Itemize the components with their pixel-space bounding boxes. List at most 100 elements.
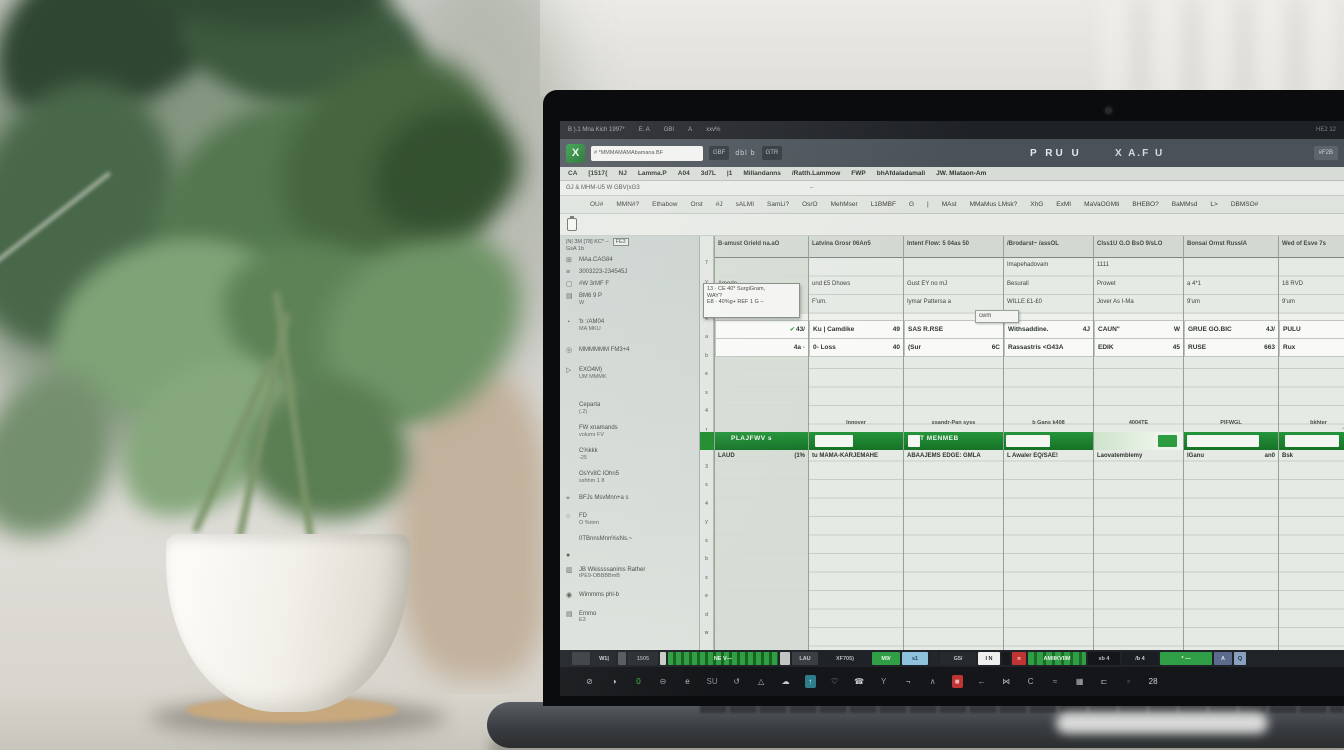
clipboard-icon[interactable] (567, 216, 577, 231)
sidebar-item[interactable]: ⌖ BFJs MsvMnn+a s (566, 495, 699, 502)
row-header[interactable]: s (705, 389, 708, 396)
menu-item[interactable]: BHEBO? (1132, 201, 1159, 208)
grid-cell[interactable]: Imapehadovam (1007, 262, 1049, 268)
menu-item[interactable]: DBMSO# (1230, 201, 1259, 208)
sheet-thumbnail[interactable]: G5/ (940, 652, 976, 665)
sidebar-item[interactable]: OsYv8C IOhn5 sshhm 1 8 (566, 471, 699, 484)
appbar-badge[interactable]: GBF (709, 146, 730, 160)
sidebar-item[interactable]: ▢ #W 3rMF F (566, 281, 699, 288)
grid-entry-cell[interactable]: Ku | Camdike 49 (809, 320, 904, 339)
grid-entry-cell[interactable]: RUSE 663 (1184, 339, 1279, 357)
data-bar-cell[interactable] (1094, 432, 1183, 450)
taskbar-app-icon[interactable]: ☎ (854, 677, 865, 686)
data-bar-cell[interactable] (1184, 432, 1278, 450)
grid-cell[interactable]: Iymar Pattersa a (907, 299, 952, 305)
row-header[interactable]: e (705, 593, 708, 599)
grid-cell[interactable]: Gust EY no mJ (907, 280, 948, 287)
grid-cell[interactable] (809, 258, 903, 277)
grid-cell[interactable] (1184, 258, 1278, 277)
ribbon-tab[interactable]: 3d7L (700, 170, 716, 177)
sheet-thumbnail[interactable] (1002, 652, 1010, 665)
sheet-thumbnail[interactable]: n (1012, 652, 1026, 665)
grid-cell[interactable]: und £5 Dhows (812, 280, 851, 287)
ribbon-tab[interactable]: bhAfdaladamali (876, 170, 926, 177)
taskbar-app-icon[interactable]: ← (977, 677, 986, 686)
grid-entry-cell[interactable]: GRUE GO.BIC 4J/ (1184, 320, 1279, 339)
search-input[interactable] (591, 145, 703, 161)
grid-cell[interactable]: 1111 (1097, 262, 1110, 268)
column-header[interactable]: Wed of Esve 7s (1279, 236, 1344, 258)
taskbar-app-icon[interactable]: ↑ (804, 675, 816, 688)
formula-bar[interactable]: GJ & MHM-U5 W GBV(xG3 – (560, 181, 1344, 196)
sheet-thumbnail[interactable]: NE V— (668, 652, 778, 665)
ribbon-tab[interactable]: /Ratth.Lammow (791, 170, 841, 177)
grid-entry-cell[interactable]: EDIK 45 (1094, 339, 1184, 357)
column-header[interactable]: B-amust Grield na.aO (715, 236, 808, 258)
row-header[interactable]: 3 (705, 463, 708, 470)
grid-cell[interactable] (715, 258, 808, 277)
grid-note-cell[interactable]: L Awaler EQ/SAE! (1004, 450, 1093, 467)
grid-note-cell[interactable]: IGanu an0 (1184, 450, 1278, 467)
column-header[interactable]: Intent Flow: 5 04as 50 (904, 236, 1003, 258)
taskbar-app-icon[interactable]: ▫ (1127, 677, 1131, 686)
taskbar-app-icon[interactable]: △ (758, 677, 765, 686)
menu-item[interactable]: MMaMus LMsk? (969, 201, 1018, 208)
sheet-thumbnail[interactable]: AMIIKVIIM (1028, 652, 1086, 665)
menu-item[interactable]: G (908, 201, 915, 208)
grid-cell[interactable]: 18 RVD (1282, 280, 1303, 287)
menu-item[interactable]: Orst (690, 201, 703, 208)
taskbar-app-icon[interactable]: 28 (1148, 677, 1158, 686)
taskbar-app-icon[interactable]: ≈ (1052, 677, 1058, 686)
row-header[interactable]: b (705, 352, 708, 359)
menu-item[interactable]: MaVaOGMti (1084, 201, 1120, 208)
sheet-thumbnail[interactable]: M9/ (872, 652, 900, 665)
data-bar-cell[interactable]: ▬▬ (1279, 426, 1344, 450)
appbar-center-icons-2[interactable]: X A.F U (1115, 147, 1165, 159)
grid-entry-cell[interactable]: Rux (1279, 339, 1344, 357)
menu-item[interactable]: SamLi? (767, 201, 790, 208)
data-bar-cell[interactable]: PLAJFWV s (715, 432, 808, 450)
grid-cell[interactable] (904, 258, 1003, 277)
row-header[interactable]: b (705, 556, 708, 562)
row-header[interactable]: y (705, 278, 708, 285)
grid-entry-cell[interactable]: 0- Loss 40 (809, 339, 904, 357)
menu-item[interactable]: BaMMsd (1171, 201, 1198, 208)
titlebar-icon[interactable]: A (688, 127, 693, 133)
menu-item[interactable]: sALMI (735, 201, 755, 208)
menu-item[interactable]: L> (1210, 201, 1218, 208)
taskbar-app-icon[interactable]: ∧ (929, 677, 936, 686)
grid-entry-cell[interactable]: 4a · (715, 339, 809, 357)
sidebar-item[interactable]: 0TBnnsMnn%sNs.~ (566, 536, 699, 543)
sidebar-item[interactable]: ⊞ MAa.CAG84 (566, 257, 699, 264)
sidebar-item[interactable]: C%kkk -25 (566, 448, 699, 461)
sheet-thumbnail[interactable] (572, 652, 590, 665)
sidebar-item[interactable]: ○ FD O %mm (566, 513, 699, 526)
sidebar-item[interactable]: ● (566, 552, 699, 559)
grid-note-cell[interactable]: tu MAMA-KARJEMAHE (809, 450, 903, 467)
sheet-thumbnail[interactable]: s1 (902, 652, 928, 665)
grid-cell[interactable]: F'um. (812, 299, 827, 305)
row-header[interactable]: y (705, 519, 708, 525)
row-header[interactable]: s (705, 482, 708, 488)
sheet-thumbnail[interactable]: LAU (792, 652, 818, 665)
window-controls[interactable]: HE2 12 (1315, 127, 1336, 133)
sidebar-header-badge[interactable]: FE3 (612, 238, 629, 246)
ribbon-tab[interactable]: Millandanns (743, 170, 781, 177)
grid-entry-cell[interactable]: (Sur 6C (904, 339, 1004, 357)
sheet-thumbnail[interactable]: 1505 (628, 652, 658, 665)
sheet-thumbnail[interactable]: sb 4 (1088, 652, 1120, 665)
ribbon-tab[interactable]: CA (568, 170, 578, 177)
row-header[interactable]: w (704, 630, 709, 636)
appbar-pill[interactable]: GTR (761, 146, 783, 160)
row-header[interactable]: 4 (705, 408, 708, 414)
ribbon-tab[interactable]: [1517{ (588, 170, 608, 177)
sidebar-item[interactable]: ▷ EXO4M) UM MMMK (566, 367, 699, 380)
column-header[interactable]: Clss1U G.O BsO 9/sLO (1094, 236, 1183, 258)
menu-item[interactable]: | (927, 201, 929, 208)
sheet-thumbnail[interactable] (660, 652, 666, 665)
titlebar-icon-group[interactable]: E. A (638, 127, 650, 133)
menu-item[interactable]: XhG (1030, 201, 1044, 208)
grid-cell[interactable]: WILLE £1-£0 (1007, 299, 1043, 305)
grid-note-cell[interactable]: ABAAJEMS EDGE: GMLA (904, 450, 1003, 467)
taskbar-app-icon[interactable]: ▦ (1075, 677, 1084, 686)
